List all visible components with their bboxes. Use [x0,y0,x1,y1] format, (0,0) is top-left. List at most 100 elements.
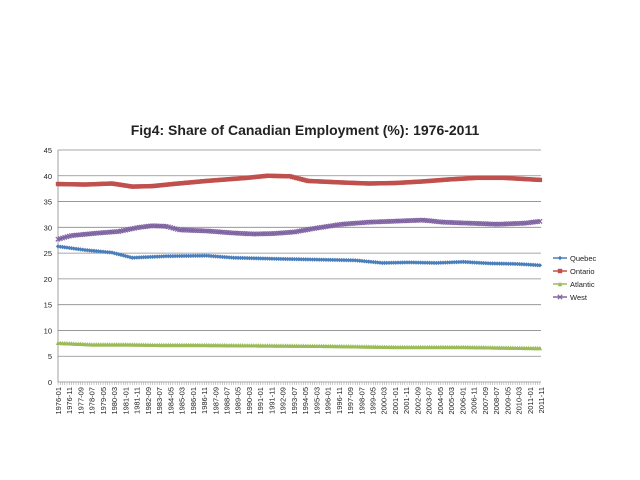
point-quebec [298,257,304,262]
point-quebec [427,260,432,265]
point-ontario [481,175,486,181]
point-ontario [283,173,288,179]
point-ontario [314,179,320,184]
point-ontario [114,181,119,187]
legend-marker-ontario [557,268,563,274]
point-ontario [317,179,322,184]
point-ontario [152,183,158,189]
point-ontario [249,175,254,180]
point-ontario [431,178,437,183]
point-ontario [434,178,439,183]
point-ontario [136,184,142,189]
point-ontario [271,173,277,179]
point-ontario [82,182,88,187]
point-ontario [409,179,414,185]
point-ontario [103,181,108,186]
point-ontario [393,180,398,186]
point-ontario [530,177,536,182]
point-ontario [247,175,252,180]
point-ontario [526,177,531,182]
point-quebec [58,244,63,249]
point-quebec [409,260,414,265]
point-ontario [89,182,94,187]
point-quebec [292,256,297,262]
point-ontario [67,182,72,187]
point-ontario [310,178,315,184]
point-ontario [229,176,234,182]
point-quebec [271,256,277,261]
x-tick-label: 1995-03 [312,387,321,415]
point-quebec [98,249,103,254]
point-quebec [96,249,101,254]
point-ontario [170,181,176,187]
point-ontario [380,181,385,186]
point-ontario [118,182,124,188]
point-ontario [98,181,103,187]
point-quebec [389,260,394,265]
y-tick-label: 20 [44,275,52,284]
point-ontario [474,175,480,181]
point-quebec [123,253,128,259]
point-ontario [422,179,428,184]
point-quebec [526,262,531,267]
point-quebec [407,260,412,265]
point-quebec [100,249,106,254]
x-tick-label: 2011-11 [537,387,546,413]
point-ontario [386,180,392,186]
x-tick-label: 1982-09 [144,387,153,415]
point-quebec [413,260,419,265]
point-ontario [226,177,232,182]
point-quebec [416,260,421,265]
legend-label-ontario: Ontario [570,267,595,276]
x-tick-label: 1992-09 [279,387,288,415]
x-tick-label: 1986-01 [189,387,198,415]
point-ontario [517,176,522,181]
point-quebec [296,257,302,262]
point-quebec [488,261,493,266]
point-ontario [326,179,331,185]
point-quebec [150,254,155,260]
point-ontario [231,176,236,182]
point-ontario [109,181,115,186]
point-ontario [94,181,99,187]
point-quebec [181,253,187,259]
point-ontario [294,175,299,181]
x-tick-label: 1987-09 [211,387,220,415]
point-ontario [350,180,356,186]
point-ontario [292,175,297,180]
point-ontario [438,177,443,183]
legend: Quebec Ontario Atlantic West [553,254,597,302]
point-ontario [143,184,149,189]
point-quebec [332,257,338,263]
point-ontario [123,183,128,188]
x-tick-label: 1983-07 [155,387,164,415]
y-tick-label: 5 [48,352,52,361]
x-tick-label: 1978-07 [88,387,97,415]
point-ontario [159,182,164,188]
point-quebec [341,257,347,263]
point-quebec [321,257,326,262]
legend-marker-west [557,294,563,300]
point-ontario [179,181,185,186]
x-tick-label: 2001-11 [402,387,411,414]
point-quebec [499,261,504,266]
point-ontario [220,177,225,182]
x-tick-label: 1989-05 [234,387,243,415]
series-layer [55,173,543,351]
point-quebec [420,260,425,265]
point-quebec [335,257,340,263]
point-ontario [335,180,340,185]
point-ontario [64,181,70,187]
point-ontario [398,180,403,185]
point-ontario [476,175,482,181]
x-tick-label: 1976-01 [54,387,63,415]
point-quebec [501,261,507,266]
point-ontario [145,184,151,189]
point-quebec [278,256,284,262]
point-ontario [105,181,110,186]
point-ontario [208,178,214,183]
point-ontario [483,175,489,181]
point-ontario [73,182,79,187]
point-quebec [537,263,543,268]
